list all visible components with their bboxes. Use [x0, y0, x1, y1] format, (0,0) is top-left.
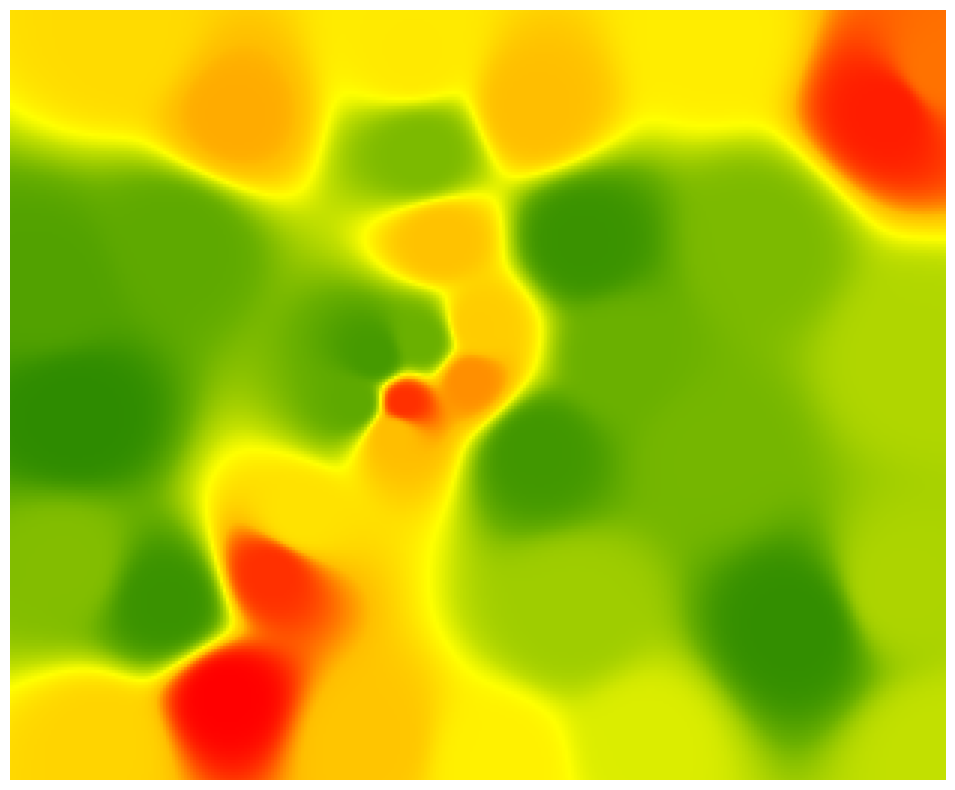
- heatmap-plot-area: [10, 10, 946, 780]
- heatmap-surface: [10, 10, 946, 780]
